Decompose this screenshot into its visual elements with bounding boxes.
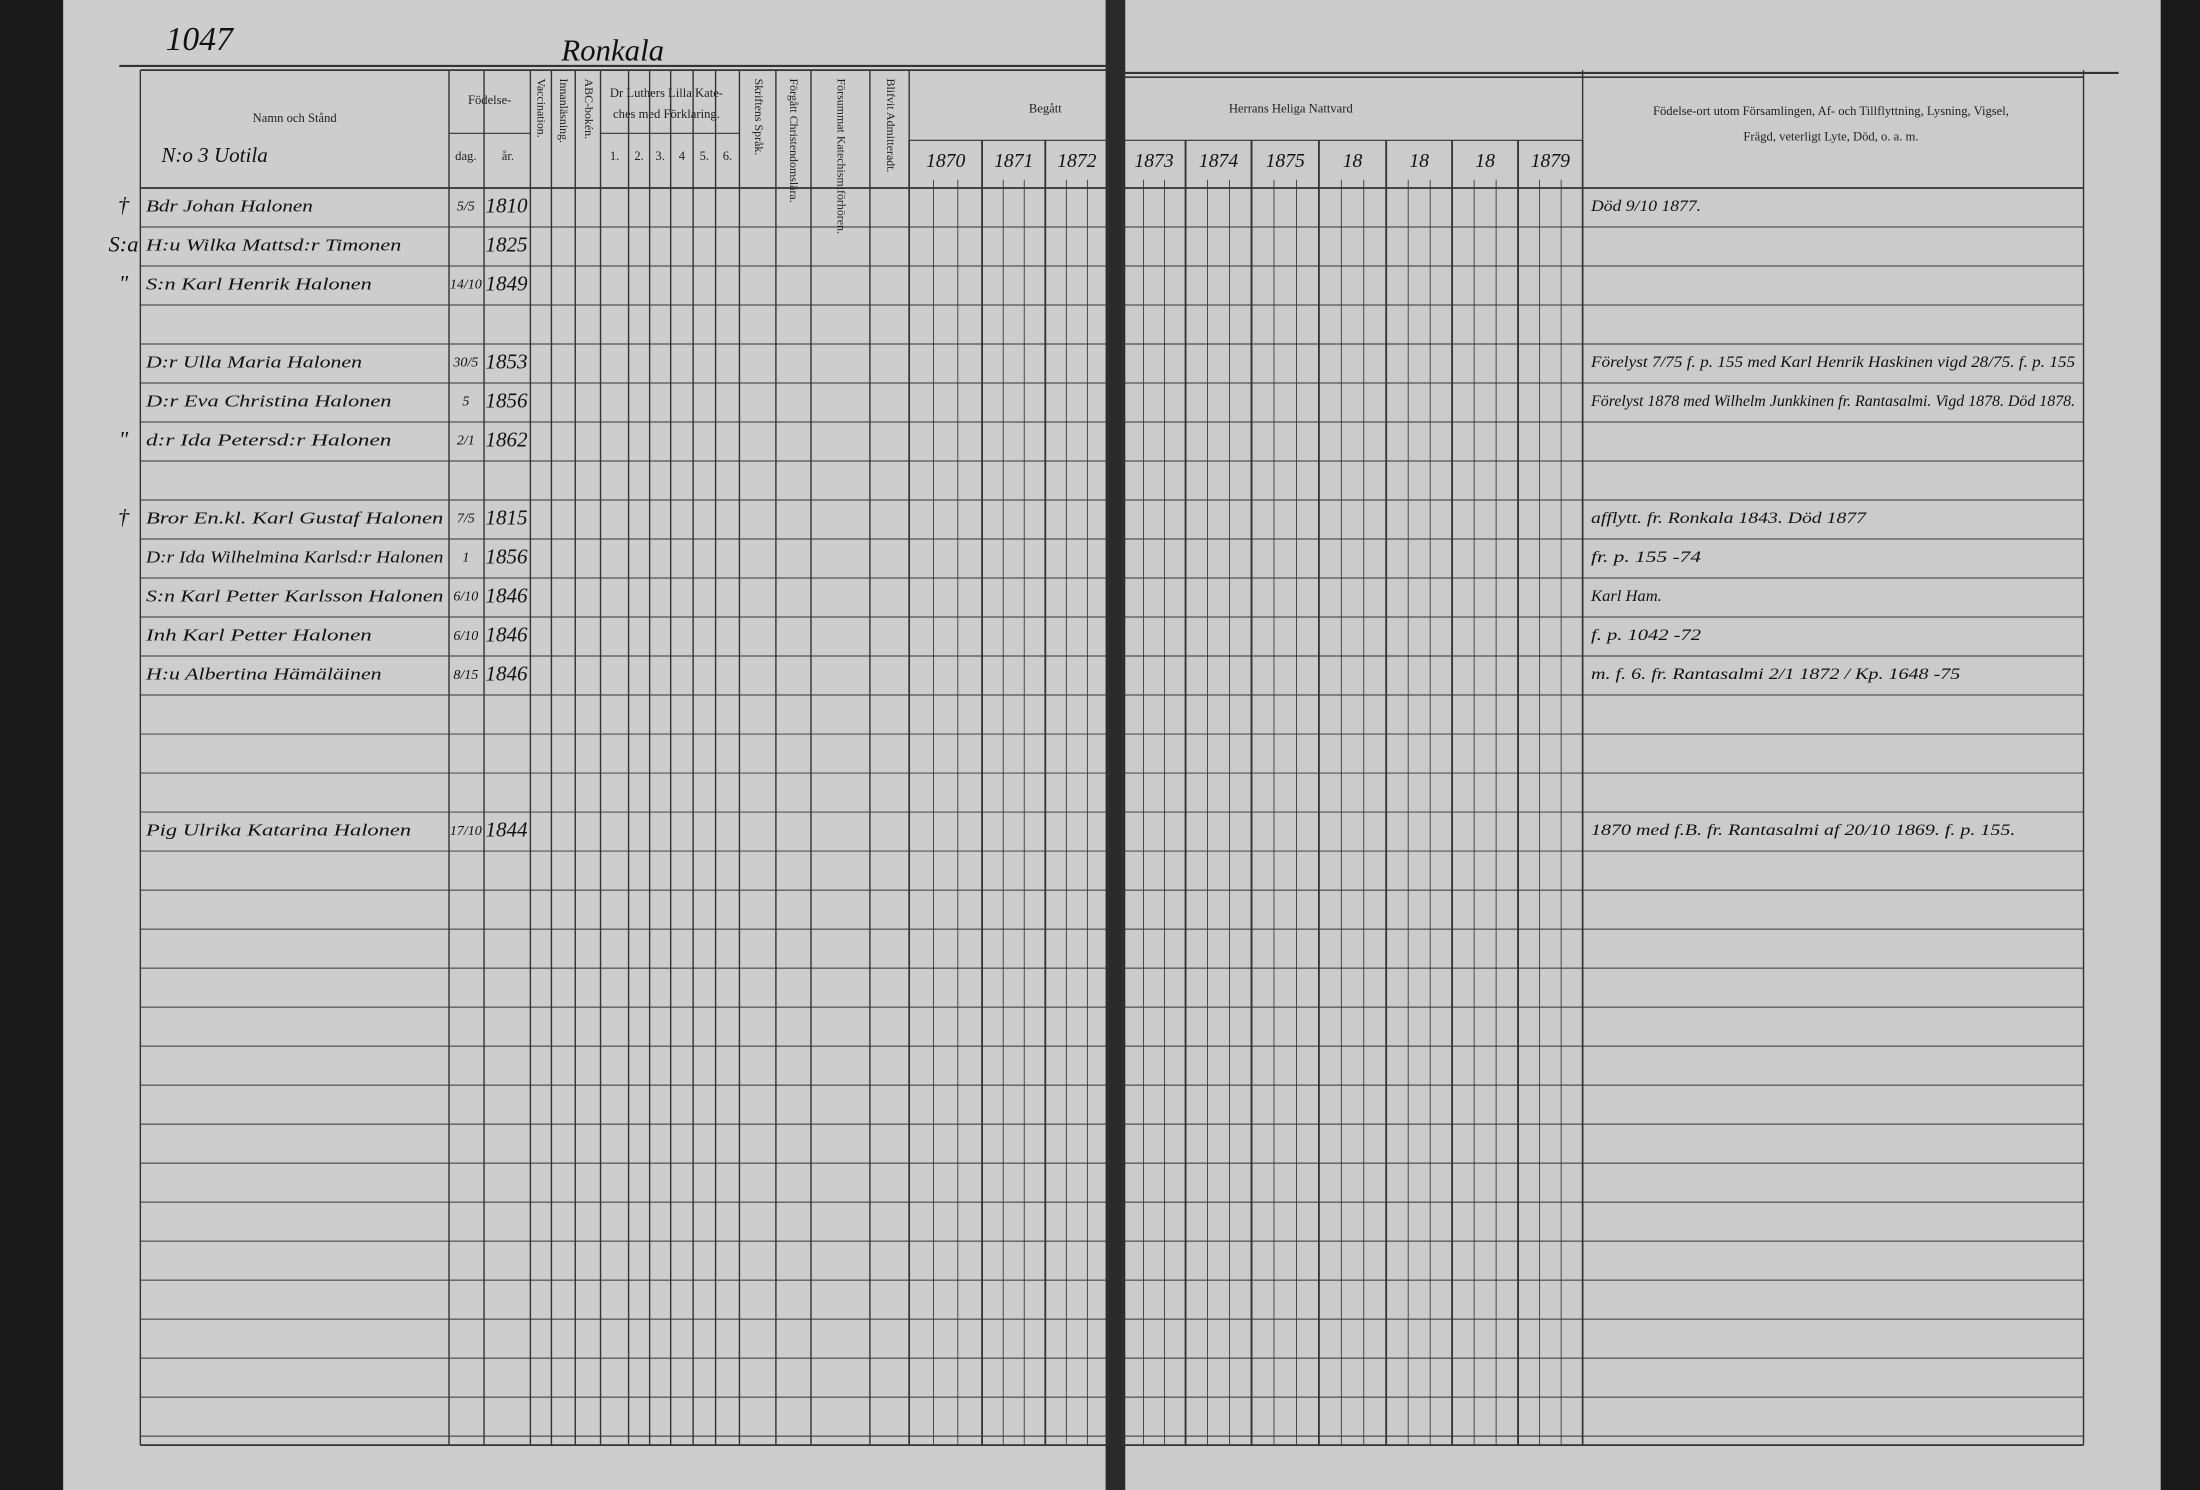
spine bbox=[1105, 0, 1126, 1490]
person-name: D:r Eva Christina Halonen bbox=[145, 391, 392, 410]
year-header: 1874 bbox=[1199, 150, 1238, 172]
header-name: Namn och Stånd bbox=[253, 111, 338, 125]
birth-year: 1846 bbox=[485, 661, 528, 685]
birth-year: 1849 bbox=[485, 271, 528, 295]
catechism-part: 5. bbox=[700, 149, 709, 163]
margin-mark: S:a bbox=[109, 232, 139, 257]
year-header: 1879 bbox=[1531, 150, 1570, 172]
year-header: 1875 bbox=[1266, 150, 1305, 172]
remark: Död 9/10 1877. bbox=[1590, 198, 1701, 215]
person-name: Bror En.kl. Karl Gustaf Halonen bbox=[146, 508, 443, 527]
year-header: 18 bbox=[1475, 150, 1495, 172]
header-christianity: Förgått Christendomslära. bbox=[787, 79, 801, 203]
catechism-part: 3. bbox=[655, 149, 664, 163]
year-header: 1870 bbox=[926, 150, 965, 172]
birth-day: 14/10 bbox=[450, 277, 482, 293]
margin-mark: " bbox=[119, 271, 129, 296]
header-communion: Herrans Heliga Nattvard bbox=[1229, 101, 1354, 115]
header-catechism: Dr Luthers Lilla Kate- bbox=[610, 86, 723, 100]
catechism-part: 4 bbox=[679, 149, 686, 163]
catechism-part: 6. bbox=[723, 149, 732, 163]
year-header: 18 bbox=[1409, 150, 1429, 172]
birth-day: 8/15 bbox=[453, 667, 478, 683]
birth-year: 1815 bbox=[485, 505, 527, 529]
birth-day: 6/10 bbox=[453, 628, 478, 644]
remark: f. p. 1042 -72 bbox=[1591, 627, 1701, 644]
birth-day: 17/10 bbox=[450, 823, 482, 839]
birth-day: 30/5 bbox=[452, 355, 478, 371]
birth-day: 5 bbox=[462, 394, 469, 410]
birth-year: 1810 bbox=[485, 193, 528, 217]
person-name: Pig Ulrika Katarina Halonen bbox=[145, 820, 412, 839]
header-vaccination: Vaccination. bbox=[534, 79, 548, 138]
margin-mark: † bbox=[118, 505, 130, 530]
person-name: Inh Karl Petter Halonen bbox=[145, 625, 372, 644]
household: N:o 3 Uotila bbox=[160, 143, 267, 167]
header-day: dag. bbox=[455, 149, 476, 163]
year-header: 18 bbox=[1343, 150, 1363, 172]
birth-year: 1853 bbox=[485, 349, 527, 373]
catechism-part: 2. bbox=[634, 149, 643, 163]
header-remarks: Födelse-ort utom Församlingen, Af- och T… bbox=[1653, 104, 2009, 118]
remark: fr. p. 155 -74 bbox=[1591, 549, 1701, 566]
year-header: 1873 bbox=[1134, 150, 1173, 172]
header-year: år. bbox=[502, 149, 514, 163]
village: Ronkala bbox=[560, 33, 664, 67]
header-missed: Försummat Katechismiförhören. bbox=[835, 79, 849, 234]
year-header: 1872 bbox=[1057, 150, 1096, 172]
header-communion: Begått bbox=[1029, 101, 1062, 115]
person-name: d:r Ida Petersd:r Halonen bbox=[146, 430, 392, 449]
remark: Förelyst 1878 med Wilhelm Junkkinen fr. … bbox=[1590, 393, 2075, 410]
remark: afflytt. fr. Ronkala 1843. Död 1877 bbox=[1591, 510, 1868, 527]
birth-year: 1856 bbox=[485, 544, 528, 568]
birth-year: 1844 bbox=[485, 817, 528, 841]
right-page bbox=[1122, 0, 2161, 1490]
catechism-part: 1. bbox=[610, 149, 619, 163]
person-name: D:r Ulla Maria Halonen bbox=[145, 352, 362, 371]
birth-year: 1862 bbox=[485, 427, 528, 451]
header-admitted: Blifvit Admitteradt. bbox=[884, 79, 898, 173]
page-number: 1047 bbox=[166, 21, 234, 58]
birth-year: 1856 bbox=[485, 388, 528, 412]
person-name: H:u Wilka Mattsd:r Timonen bbox=[145, 235, 402, 254]
header-reading: Innanläsning. bbox=[557, 79, 571, 144]
margin-mark: † bbox=[118, 193, 130, 218]
birth-day: 6/10 bbox=[453, 589, 478, 605]
remark: 1870 med f.B. fr. Rantasalmi af 20/10 18… bbox=[1591, 822, 2015, 839]
header-birth: Födelse- bbox=[468, 93, 511, 107]
birth-day: 7/5 bbox=[457, 511, 475, 527]
person-name: D:r Ida Wilhelmina Karlsd:r Halonen bbox=[145, 547, 444, 566]
person-name: Bdr Johan Halonen bbox=[146, 196, 313, 215]
margin-mark: " bbox=[119, 427, 129, 452]
birth-day: 5/5 bbox=[457, 199, 475, 215]
header-remarks: Frägd, veterligt Lyte, Död, o. a. m. bbox=[1743, 129, 1918, 143]
person-name: S:n Karl Petter Karlsson Halonen bbox=[146, 586, 443, 605]
birth-year: 1825 bbox=[485, 232, 527, 256]
left-page bbox=[63, 0, 1109, 1490]
remark: Karl Ham. bbox=[1590, 588, 1662, 605]
birth-year: 1846 bbox=[485, 622, 528, 646]
year-header: 1871 bbox=[994, 150, 1033, 172]
birth-year: 1846 bbox=[485, 583, 528, 607]
header-abc: ABC-bokén. bbox=[582, 79, 596, 140]
remark: m. f. 6. fr. Rantasalmi 2/1 1872 / Kp. 1… bbox=[1591, 666, 1961, 683]
person-name: S:n Karl Henrik Halonen bbox=[146, 274, 372, 293]
birth-day: 1 bbox=[462, 550, 469, 566]
birth-day: 2/1 bbox=[457, 433, 475, 449]
person-name: H:u Albertina Hämäläinen bbox=[145, 664, 382, 683]
remark: Förelyst 7/75 f. p. 155 med Karl Henrik … bbox=[1590, 354, 2075, 371]
header-scripture: Skriftens Språk. bbox=[752, 79, 766, 156]
